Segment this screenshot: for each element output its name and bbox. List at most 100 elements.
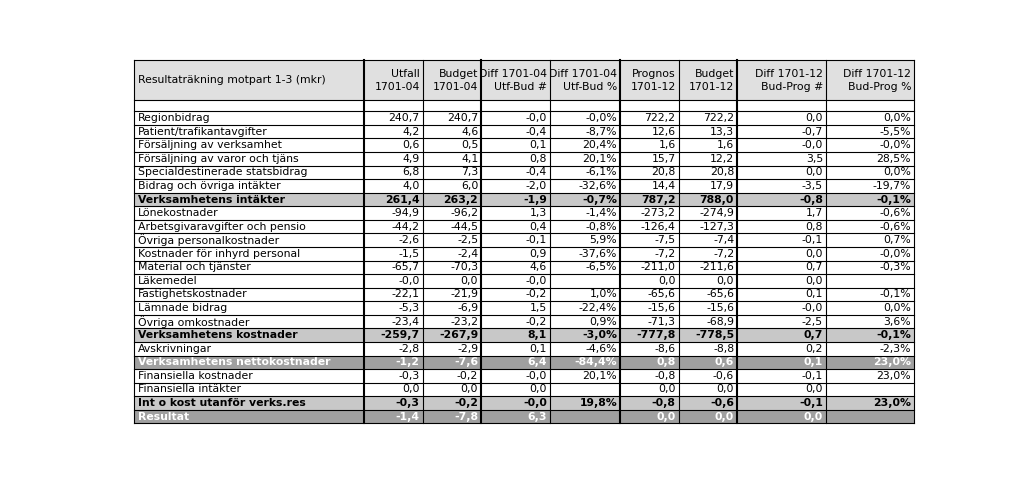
Text: 0,8: 0,8 [530, 154, 547, 164]
Text: -259,7: -259,7 [381, 330, 419, 340]
Text: -0,8: -0,8 [799, 194, 824, 205]
Text: -21,9: -21,9 [450, 289, 478, 299]
Text: 0,0%: 0,0% [883, 113, 911, 123]
Text: Arbetsgivaravgifter och pensio: Arbetsgivaravgifter och pensio [138, 222, 306, 232]
Text: Övriga omkostnader: Övriga omkostnader [138, 316, 250, 328]
Text: 12,2: 12,2 [710, 154, 735, 164]
Text: 4,0: 4,0 [402, 181, 419, 191]
Text: 0,1: 0,1 [530, 140, 547, 150]
Text: -0,0: -0,0 [526, 113, 547, 123]
Text: 15,7: 15,7 [652, 154, 675, 164]
Text: 1,5: 1,5 [530, 303, 547, 313]
Text: 0,0: 0,0 [657, 411, 675, 422]
Text: 4,2: 4,2 [402, 126, 419, 137]
Text: 0,7: 0,7 [806, 262, 824, 273]
Text: 0,0: 0,0 [529, 385, 547, 394]
Text: 0,9%: 0,9% [589, 317, 617, 327]
Text: -37,6%: -37,6% [579, 249, 617, 259]
FancyBboxPatch shape [134, 247, 915, 261]
Text: 1,7: 1,7 [806, 208, 824, 218]
Text: 23,0%: 23,0% [877, 371, 911, 381]
FancyBboxPatch shape [134, 288, 915, 301]
FancyBboxPatch shape [134, 369, 915, 383]
Text: 20,1%: 20,1% [582, 371, 617, 381]
Text: Diff 1701-12
Bud-Prog %: Diff 1701-12 Bud-Prog % [843, 69, 911, 91]
Text: -23,2: -23,2 [450, 317, 478, 327]
Text: 20,4%: 20,4% [582, 140, 617, 150]
Text: Verksamhetens nettokostnader: Verksamhetens nettokostnader [138, 357, 330, 367]
Text: 0,0: 0,0 [805, 113, 824, 123]
Text: -22,4%: -22,4% [579, 303, 617, 313]
FancyBboxPatch shape [134, 111, 915, 125]
FancyBboxPatch shape [134, 396, 915, 410]
Text: -0,3%: -0,3% [880, 262, 911, 273]
Text: -211,0: -211,0 [640, 262, 675, 273]
Text: -0,1: -0,1 [526, 235, 547, 245]
FancyBboxPatch shape [134, 329, 915, 342]
Text: 4,1: 4,1 [461, 154, 478, 164]
Text: 1,3: 1,3 [530, 208, 547, 218]
Text: -273,2: -273,2 [640, 208, 675, 218]
Text: 20,1%: 20,1% [582, 154, 617, 164]
FancyBboxPatch shape [134, 342, 915, 355]
Text: -7,2: -7,2 [713, 249, 735, 259]
Text: -274,9: -274,9 [699, 208, 735, 218]
Text: 6,0: 6,0 [460, 181, 478, 191]
Text: -0,8%: -0,8% [585, 222, 617, 232]
Text: -8,8: -8,8 [713, 344, 735, 354]
Text: -70,3: -70,3 [450, 262, 478, 273]
Text: 0,0: 0,0 [805, 249, 824, 259]
Text: Diff 1701-04
Utf-Bud %: Diff 1701-04 Utf-Bud % [549, 69, 617, 91]
Text: -5,5%: -5,5% [880, 126, 911, 137]
Text: -65,6: -65,6 [648, 289, 675, 299]
Text: -0,3: -0,3 [398, 371, 419, 381]
Text: -0,6: -0,6 [710, 398, 735, 408]
Text: 240,7: 240,7 [447, 113, 478, 123]
Text: -15,6: -15,6 [648, 303, 675, 313]
Text: 20,8: 20,8 [710, 167, 735, 177]
Text: Verksamhetens kostnader: Verksamhetens kostnader [138, 330, 298, 340]
FancyBboxPatch shape [134, 220, 915, 233]
Text: Int o kost utanför verks.res: Int o kost utanför verks.res [138, 398, 306, 408]
Text: Kostnader för inhyrd personal: Kostnader för inhyrd personal [138, 249, 301, 259]
Text: 5,9%: 5,9% [589, 235, 617, 245]
FancyBboxPatch shape [134, 315, 915, 329]
Text: -7,6: -7,6 [454, 357, 478, 367]
Text: 788,0: 788,0 [700, 194, 735, 205]
Text: -127,3: -127,3 [699, 222, 735, 232]
Text: Läkemedel: Läkemedel [138, 276, 197, 286]
Text: 6,4: 6,4 [528, 357, 547, 367]
Text: -71,3: -71,3 [648, 317, 675, 327]
Text: 4,6: 4,6 [530, 262, 547, 273]
Text: 12,6: 12,6 [652, 126, 675, 137]
Text: Verksamhetens intäkter: Verksamhetens intäkter [138, 194, 285, 205]
Text: -0,4: -0,4 [526, 167, 547, 177]
Text: -0,7%: -0,7% [582, 194, 617, 205]
Text: 1,6: 1,6 [717, 140, 735, 150]
Text: -2,9: -2,9 [457, 344, 478, 354]
Text: -5,3: -5,3 [399, 303, 419, 313]
Text: 8,1: 8,1 [528, 330, 547, 340]
Text: -2,6: -2,6 [399, 235, 419, 245]
Text: 0,0: 0,0 [402, 385, 419, 394]
Text: 13,3: 13,3 [710, 126, 735, 137]
Text: Utfall
1701-04: Utfall 1701-04 [374, 69, 419, 91]
Text: -65,7: -65,7 [392, 262, 419, 273]
Text: -8,6: -8,6 [655, 344, 675, 354]
Text: Specialdestinerade statsbidrag: Specialdestinerade statsbidrag [138, 167, 308, 177]
Text: -7,5: -7,5 [655, 235, 675, 245]
Text: 0,1: 0,1 [530, 344, 547, 354]
Text: -0,1%: -0,1% [877, 330, 911, 340]
Text: 722,2: 722,2 [703, 113, 735, 123]
Text: Avskrivningar: Avskrivningar [138, 344, 212, 354]
Text: -0,0%: -0,0% [880, 140, 911, 150]
Text: 0,0: 0,0 [460, 385, 478, 394]
Text: 19,8%: 19,8% [579, 398, 617, 408]
Text: -0,0: -0,0 [398, 276, 419, 286]
Text: 1,6: 1,6 [659, 140, 675, 150]
Text: 261,4: 261,4 [385, 194, 419, 205]
Text: Resultaträkning motpart 1-3 (mkr): Resultaträkning motpart 1-3 (mkr) [138, 75, 326, 85]
FancyBboxPatch shape [134, 355, 915, 369]
Text: -778,5: -778,5 [695, 330, 735, 340]
Text: -2,5: -2,5 [457, 235, 478, 245]
